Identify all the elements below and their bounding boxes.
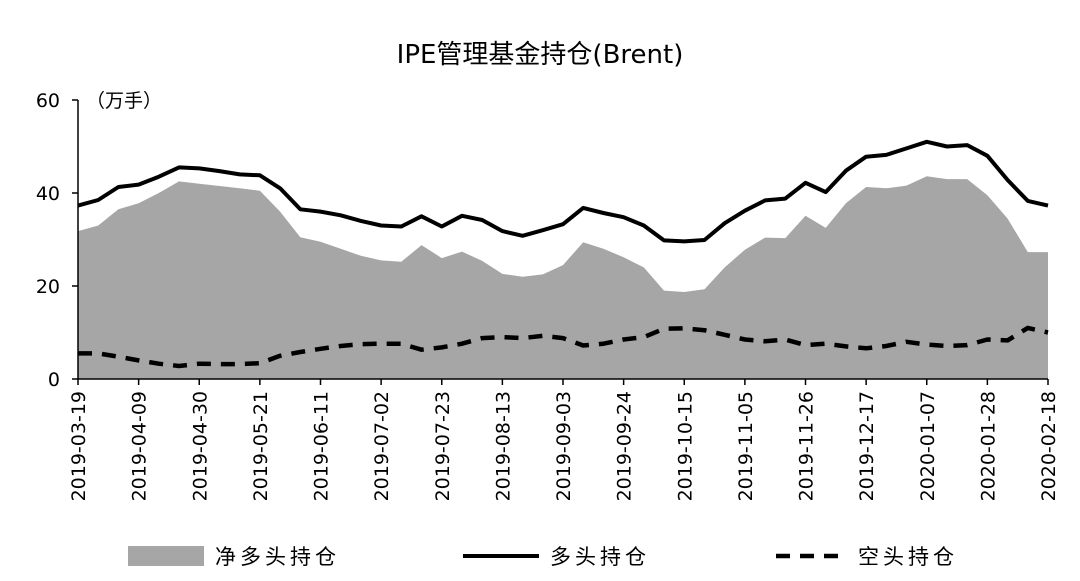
x-tick-label: 2019-06-11 [311,391,333,501]
x-tick-label: 2019-07-23 [432,391,454,501]
x-tick-label: 2019-10-15 [674,391,696,501]
x-tick-label: 2019-04-09 [129,391,151,501]
y-tick-label: 60 [36,90,60,112]
legend-label: 净多头持仓 [215,545,340,569]
x-tick-label: 2019-07-02 [371,391,393,501]
x-tick-label: 2020-01-28 [977,391,999,501]
x-tick-label: 2019-05-21 [250,391,272,501]
x-tick-label: 2019-08-13 [492,391,514,501]
series-line-2 [78,325,1049,369]
x-tick-label: 2019-11-26 [796,391,818,501]
y-axis-unit: （万手） [86,90,162,112]
legend-label: 空头持仓 [858,545,958,569]
legend-label: 多头持仓 [550,545,650,569]
legend-swatch-area [128,546,204,566]
series-line-1 [77,139,1049,244]
legend: 净多头持仓 多头持仓 空头持仓 [128,545,958,569]
x-tick-label: 2019-11-05 [735,391,757,501]
x-tick-label: 2019-12-17 [856,391,878,501]
series-area-0 [78,176,1048,379]
x-tick-label: 2019-09-03 [553,391,575,501]
x-tick-label: 2019-03-19 [68,391,90,501]
x-tick-label: 2020-02-18 [1038,391,1060,501]
y-tick-label: 20 [36,276,60,298]
chart-title: IPE管理基金持仓(Brent) [397,40,684,70]
x-tick-label: 2020-01-07 [917,391,939,501]
y-tick-label: 40 [36,183,60,205]
axes: 0 20 40 60 2019-03-19 2019-04-09 2019-04-30 201… [36,90,1060,501]
plot-area [77,139,1049,379]
x-tick-label: 2019-04-30 [189,391,211,501]
x-tick-label: 2019-09-24 [614,391,636,501]
y-tick-label: 0 [48,369,60,391]
